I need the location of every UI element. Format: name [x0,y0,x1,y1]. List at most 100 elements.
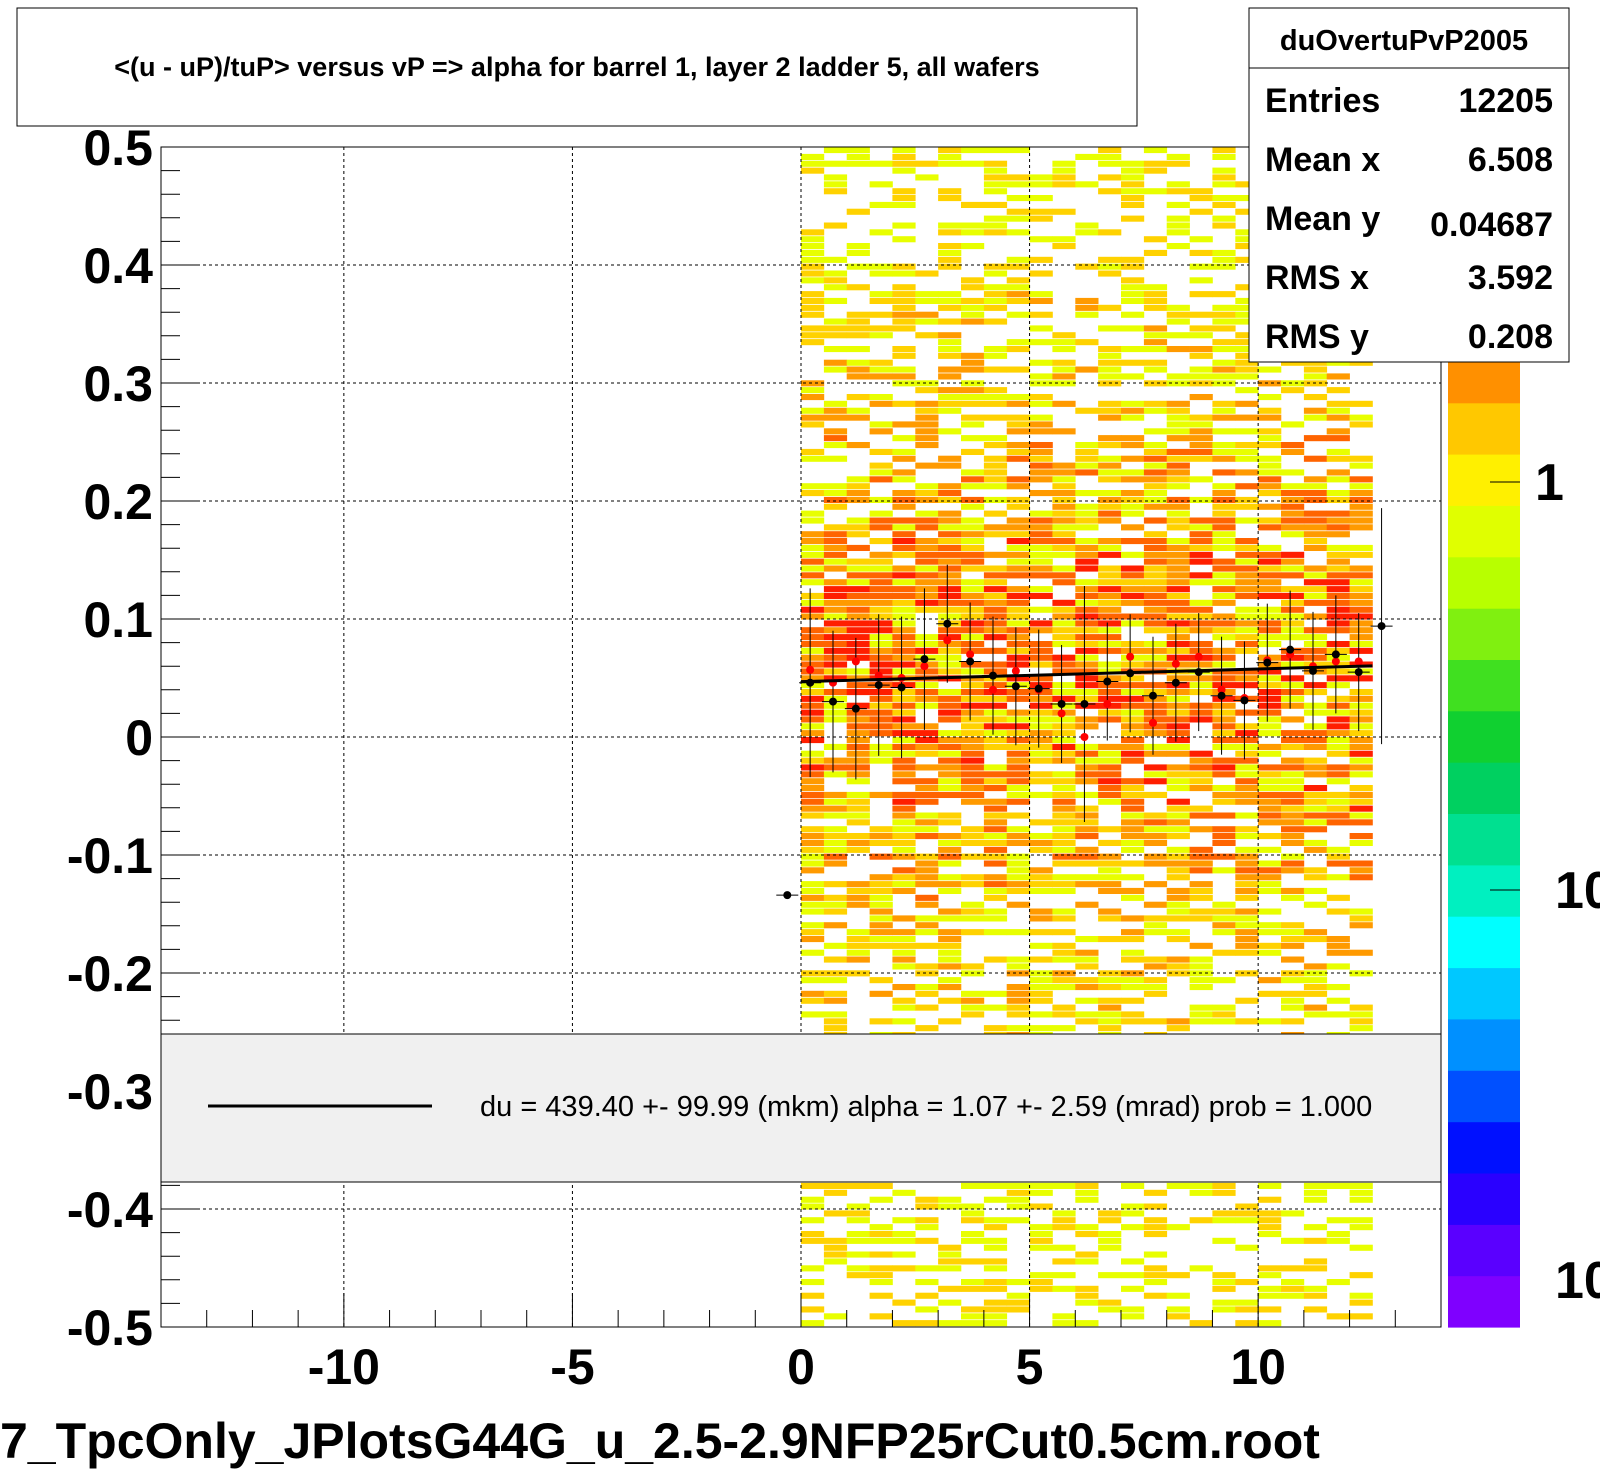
heatmap-cell [1349,695,1373,702]
heatmap-cell [823,798,848,805]
heatmap-cell [1029,984,1053,991]
heatmap-cell [915,544,939,551]
heatmap-cell [1303,819,1328,826]
heatmap-cell [1098,442,1122,449]
heatmap-cell [1189,188,1213,195]
heatmap-cell [1075,860,1099,867]
y-tick-label: 0.1 [83,592,153,648]
heatmap-cell [1121,716,1145,723]
heatmap-cell [1098,407,1122,414]
heatmap-cell [1281,743,1305,750]
heatmap-cell [938,778,962,785]
heatmap-cell [869,579,893,586]
heatmap-cell [1052,812,1076,819]
heatmap-cell [869,229,893,236]
heatmap-cell [983,798,1008,805]
heatmap-cell [892,153,916,160]
heatmap-cell [1258,833,1282,840]
heatmap-cell [1235,647,1259,654]
heatmap-cell [938,373,962,380]
heatmap-cell [1121,565,1145,572]
profile-black-point [1057,699,1066,708]
heatmap-cell [846,592,870,599]
heatmap-cell [823,922,848,929]
heatmap-cell [892,1320,916,1327]
heatmap-cell [1029,929,1053,936]
heatmap-cell [1258,709,1282,716]
heatmap-cell [983,702,1008,709]
heatmap-cell [892,490,916,497]
heatmap-cell [1166,373,1190,380]
colorbar-segment [1448,967,1520,1020]
heatmap-cell [1189,1217,1213,1224]
heatmap-cell [1326,716,1350,723]
heatmap-cell [1098,1011,1122,1018]
heatmap-cell [1098,551,1122,558]
heatmap-cell [823,496,848,503]
heatmap-cell [1281,853,1305,860]
heatmap-cell [1235,332,1259,339]
heatmap-cell [1258,860,1282,867]
heatmap-cell [1166,1306,1190,1313]
heatmap-cell [1212,222,1236,229]
heatmap-cell [1006,277,1030,284]
heatmap-cell [1006,181,1030,188]
profile-black-point [1034,684,1043,693]
heatmap-cell [846,839,870,846]
heatmap-cell [1189,860,1213,867]
heatmap-cell [1349,483,1373,490]
heatmap-cell [1212,915,1236,922]
heatmap-cell [938,716,962,723]
heatmap-cell [1006,229,1030,236]
heatmap-cell [892,400,916,407]
heatmap-cell [1189,1018,1213,1025]
heatmap-cell [1029,833,1053,840]
heatmap-cell [1029,839,1053,846]
heatmap-cell [823,1025,848,1032]
stats-name: duOvertuPvP2005 [1280,25,1528,57]
heatmap-cell [823,634,848,641]
heatmap-cell [1098,757,1122,764]
heatmap-cell [801,922,825,929]
heatmap-cell [938,243,962,250]
heatmap-cell [1143,462,1168,469]
heatmap-cell [938,1251,962,1258]
heatmap-cell [1098,462,1122,469]
heatmap-cell [892,565,916,572]
heatmap-cell [1303,414,1328,421]
heatmap-cell [1235,627,1259,634]
heatmap-cell [1143,915,1168,922]
heatmap-cell [1212,764,1236,771]
heatmap-cell [1052,366,1076,373]
heatmap-cell [869,428,893,435]
heatmap-cell [869,1237,893,1244]
heatmap-cell [1281,867,1305,874]
heatmap-cell [1075,448,1099,455]
heatmap-cell [1235,1299,1259,1306]
heatmap-cell [1326,750,1350,757]
heatmap-cell [1281,860,1305,867]
heatmap-cell [892,544,916,551]
heatmap-cell [1235,236,1259,243]
heatmap-cell [1121,407,1145,414]
heatmap-cell [1075,311,1099,318]
heatmap-cell [846,249,870,256]
heatmap-cell [892,201,916,208]
heatmap-cell [1075,641,1099,648]
heatmap-cell [1212,613,1236,620]
heatmap-cell [1212,785,1236,792]
heatmap-cell [1098,414,1122,421]
heatmap-cell [892,1004,916,1011]
heatmap-cell [938,160,962,167]
heatmap-cell [1143,325,1168,332]
heatmap-cell [1166,1018,1190,1025]
heatmap-cell [983,572,1008,579]
heatmap-cell [892,942,916,949]
heatmap-cell [1281,592,1305,599]
heatmap-cell [801,599,825,606]
heatmap-cell [1143,147,1168,154]
heatmap-cell [823,318,848,325]
heatmap-cell [1303,846,1328,853]
heatmap-cell [1006,1203,1030,1210]
heatmap-cell [1052,1320,1076,1327]
